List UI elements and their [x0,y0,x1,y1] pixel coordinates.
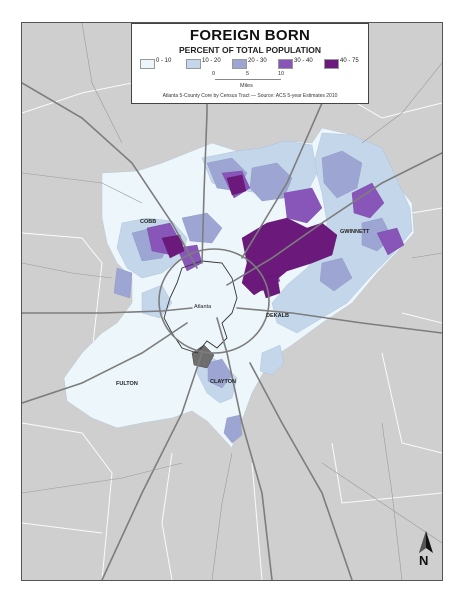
scale-bar: 0 5 10 Miles [210,71,292,91]
label-gwinnett: GWINNETT [340,229,370,235]
legend-class-label: 40 - 75 [340,58,359,64]
legend: FOREIGN BORN PERCENT OF TOTAL POPULATION… [131,23,369,104]
legend-title: FOREIGN BORN [189,27,311,44]
legend-subtitle: PERCENT OF TOTAL POPULATION [179,45,321,55]
legend-class-label: 10 - 20 [202,58,221,64]
legend-swatch [278,59,293,69]
legend-class-label: 0 - 10 [156,58,172,64]
label-fulton: FULTON [116,381,138,387]
legend-class-label: 30 - 40 [294,58,313,64]
scale-tick-5: 5 [246,71,250,77]
label-dekalb: DEKALB [266,313,289,319]
north-letter: N [419,553,429,568]
scale-tick-0: 0 [212,71,216,77]
legend-swatch [140,59,155,69]
legend-class-label: 20 - 30 [248,58,267,64]
legend-swatch [324,59,339,69]
map-canvas [22,23,442,580]
minor-roads [22,23,442,580]
scale-unit: Miles [240,83,253,89]
legend-swatch [186,59,201,69]
legend-classes: 0 - 10 10 - 20 20 - 30 30 - 40 40 - 75 [140,58,362,69]
map-frame: FOREIGN BORN PERCENT OF TOTAL POPULATION… [21,22,443,581]
north-arrow-icon [419,531,433,553]
scale-line [215,79,281,80]
tracts-40-75 [161,174,338,299]
north-arrow: N [417,531,435,571]
legend-source: Atlanta 5-County Core by Census Tract — … [162,93,338,99]
legend-swatch [232,59,247,69]
scale-tick-10: 10 [278,71,285,77]
label-cobb: COBB [140,219,157,225]
label-clayton: CLAYTON [210,379,236,385]
label-atlanta: Atlanta [194,304,212,310]
